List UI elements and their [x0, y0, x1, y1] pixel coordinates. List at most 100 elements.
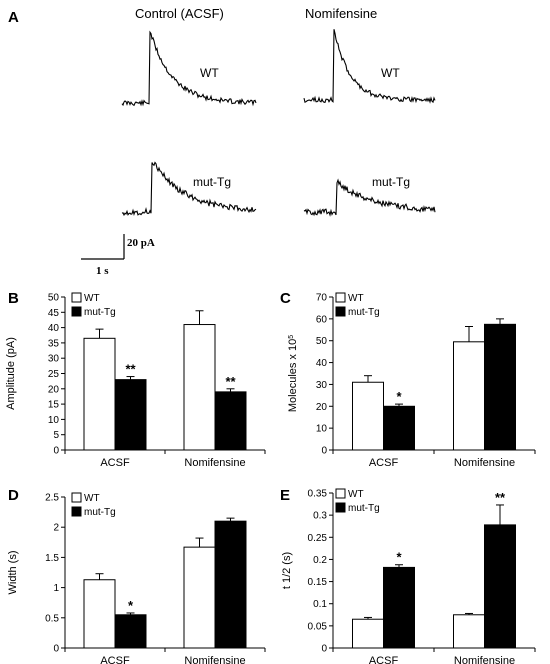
- scale-bar-y-label: 20 pA: [127, 237, 155, 249]
- legend-label-wt: WT: [84, 493, 100, 504]
- bar-wt-nomifensine: [183, 546, 216, 649]
- trace-wt-nomifensine: [303, 29, 436, 104]
- bar-wt-nomifensine: [453, 614, 485, 649]
- trace-label-wt-acsf: WT: [200, 66, 219, 80]
- chart-e: E 0 0.05 0.1 0.15 0.2 0.25 0.3 0.35 t 1/2 (s) ACSF…: [280, 487, 536, 664]
- y-tick-label: 0: [53, 446, 59, 457]
- panel-letter: E: [280, 487, 290, 504]
- y-tick-label: 1.5: [45, 553, 59, 564]
- x-category-label: Nomifensine: [184, 457, 245, 469]
- trace-label-mut-tg-acsf: mut-Tg: [193, 175, 231, 189]
- trace-label-wt-nomifensine: WT: [381, 66, 400, 80]
- y-tick-label: 0.5: [45, 613, 59, 624]
- significance-marker: **: [125, 362, 136, 377]
- panel-letter: B: [8, 290, 19, 307]
- y-tick-label: 10: [316, 424, 328, 435]
- bar-wt-nomifensine: [183, 324, 216, 451]
- legend-swatch-mut-tg: [71, 506, 82, 517]
- scale-bar-x-label: 1 s: [96, 265, 109, 277]
- y-tick-label: 20: [48, 384, 60, 395]
- legend-label-mut-tg: mut-Tg: [84, 307, 116, 318]
- y-tick-label: 10: [48, 415, 60, 426]
- legend-label-mut-tg: mut-Tg: [348, 503, 380, 514]
- y-tick-label: 0.3: [313, 511, 327, 522]
- x-category-label: ACSF: [100, 457, 130, 469]
- y-tick-label: 40: [316, 358, 328, 369]
- panel-a-letter: A: [8, 9, 19, 26]
- y-tick-label: 0.2: [313, 555, 327, 566]
- legend-label-wt: WT: [348, 489, 364, 500]
- legend-swatch-wt: [71, 292, 82, 303]
- x-category-label: ACSF: [100, 655, 130, 664]
- condition-label-nomifensine: Nomifensine: [305, 6, 377, 21]
- y-tick-label: 20: [316, 402, 328, 413]
- bar-mut-tg-nomifensine: [214, 391, 247, 451]
- significance-marker: **: [495, 490, 506, 505]
- bar-wt-nomifensine: [453, 341, 485, 451]
- x-category-label: Nomifensine: [454, 655, 515, 664]
- bar-mut-tg-acsf: [114, 379, 147, 451]
- x-category-label: Nomifensine: [454, 457, 515, 469]
- legend-label-mut-tg: mut-Tg: [348, 307, 380, 318]
- panel-a-traces: A Control (ACSF) Nomifensine WT WT mut-T…: [8, 6, 436, 277]
- bar-mut-tg-nomifensine: [484, 323, 516, 451]
- scale-bar: 20 pA 1 s: [81, 234, 155, 277]
- legend-label-mut-tg: mut-Tg: [84, 507, 116, 518]
- condition-label-acsf: Control (ACSF): [135, 6, 224, 21]
- x-category-label: Nomifensine: [184, 655, 245, 664]
- trace-label-mut-tg-nomifensine: mut-Tg: [372, 175, 410, 189]
- y-tick-label: 60: [316, 314, 328, 325]
- y-tick-label: 2: [53, 523, 59, 534]
- y-tick-label: 45: [48, 308, 60, 319]
- significance-marker: *: [396, 389, 402, 404]
- y-tick-label: 0.35: [308, 489, 328, 500]
- legend-swatch-wt: [335, 292, 346, 303]
- legend-swatch-wt: [335, 488, 346, 499]
- trace-mut-tg-acsf: [121, 161, 257, 217]
- legend-swatch-mut-tg: [335, 502, 346, 513]
- chart-d: D 0 0.5 1 1.5 2 2.5 Width (s) ACSF * Nomifensine WT…: [7, 487, 266, 664]
- legend-label-wt: WT: [84, 293, 100, 304]
- y-tick-label: 0.25: [308, 533, 328, 544]
- bar-wt-acsf: [352, 381, 384, 451]
- significance-marker: *: [396, 550, 402, 565]
- y-tick-label: 0: [321, 644, 327, 655]
- legend-label-wt: WT: [348, 293, 364, 304]
- y-tick-label: 30: [316, 380, 328, 391]
- y-tick-label: 70: [316, 293, 328, 304]
- bar-wt-acsf: [83, 579, 116, 649]
- y-tick-label: 2.5: [45, 493, 59, 504]
- y-tick-label: 50: [48, 293, 60, 304]
- trace-mut-tg-nomifensine: [303, 178, 436, 217]
- significance-marker: *: [128, 598, 134, 613]
- y-tick-label: 0.15: [308, 577, 328, 588]
- y-axis-label: Molecules x 105: [287, 335, 299, 412]
- y-tick-label: 50: [316, 336, 328, 347]
- y-axis-label: t 1/2 (s): [281, 552, 293, 589]
- bar-mut-tg-nomifensine: [484, 524, 516, 649]
- y-axis-label: Width (s): [7, 551, 19, 595]
- y-tick-label: 0.05: [308, 621, 328, 632]
- y-axis-label: Amplitude (pA): [5, 337, 17, 410]
- trace-wt-acsf: [121, 30, 257, 107]
- y-tick-label: 30: [48, 354, 60, 365]
- x-category-label: ACSF: [369, 655, 399, 664]
- y-tick-label: 25: [48, 369, 60, 380]
- y-tick-label: 0: [321, 446, 327, 457]
- bar-mut-tg-acsf: [383, 566, 415, 649]
- x-category-label: ACSF: [369, 457, 399, 469]
- bar-wt-acsf: [352, 618, 384, 649]
- bar-mut-tg-nomifensine: [214, 520, 247, 649]
- chart-c: C 0 10 20 30 40 50 60 70 Molecules x 105 ACSF * Nomi…: [280, 290, 536, 469]
- significance-marker: **: [225, 374, 236, 389]
- y-tick-label: 35: [48, 338, 60, 349]
- y-tick-label: 0: [53, 644, 59, 655]
- chart-b: B 0 5 10 15 20 25 30 35 40 45 50 Amplitude (pA) ACSF *…: [5, 290, 266, 469]
- bar-mut-tg-acsf: [114, 614, 147, 649]
- legend-swatch-mut-tg: [335, 306, 346, 317]
- y-axis-label-exponent: 5: [288, 335, 295, 339]
- y-tick-label: 0.1: [313, 599, 327, 610]
- y-tick-label: 1: [53, 583, 59, 594]
